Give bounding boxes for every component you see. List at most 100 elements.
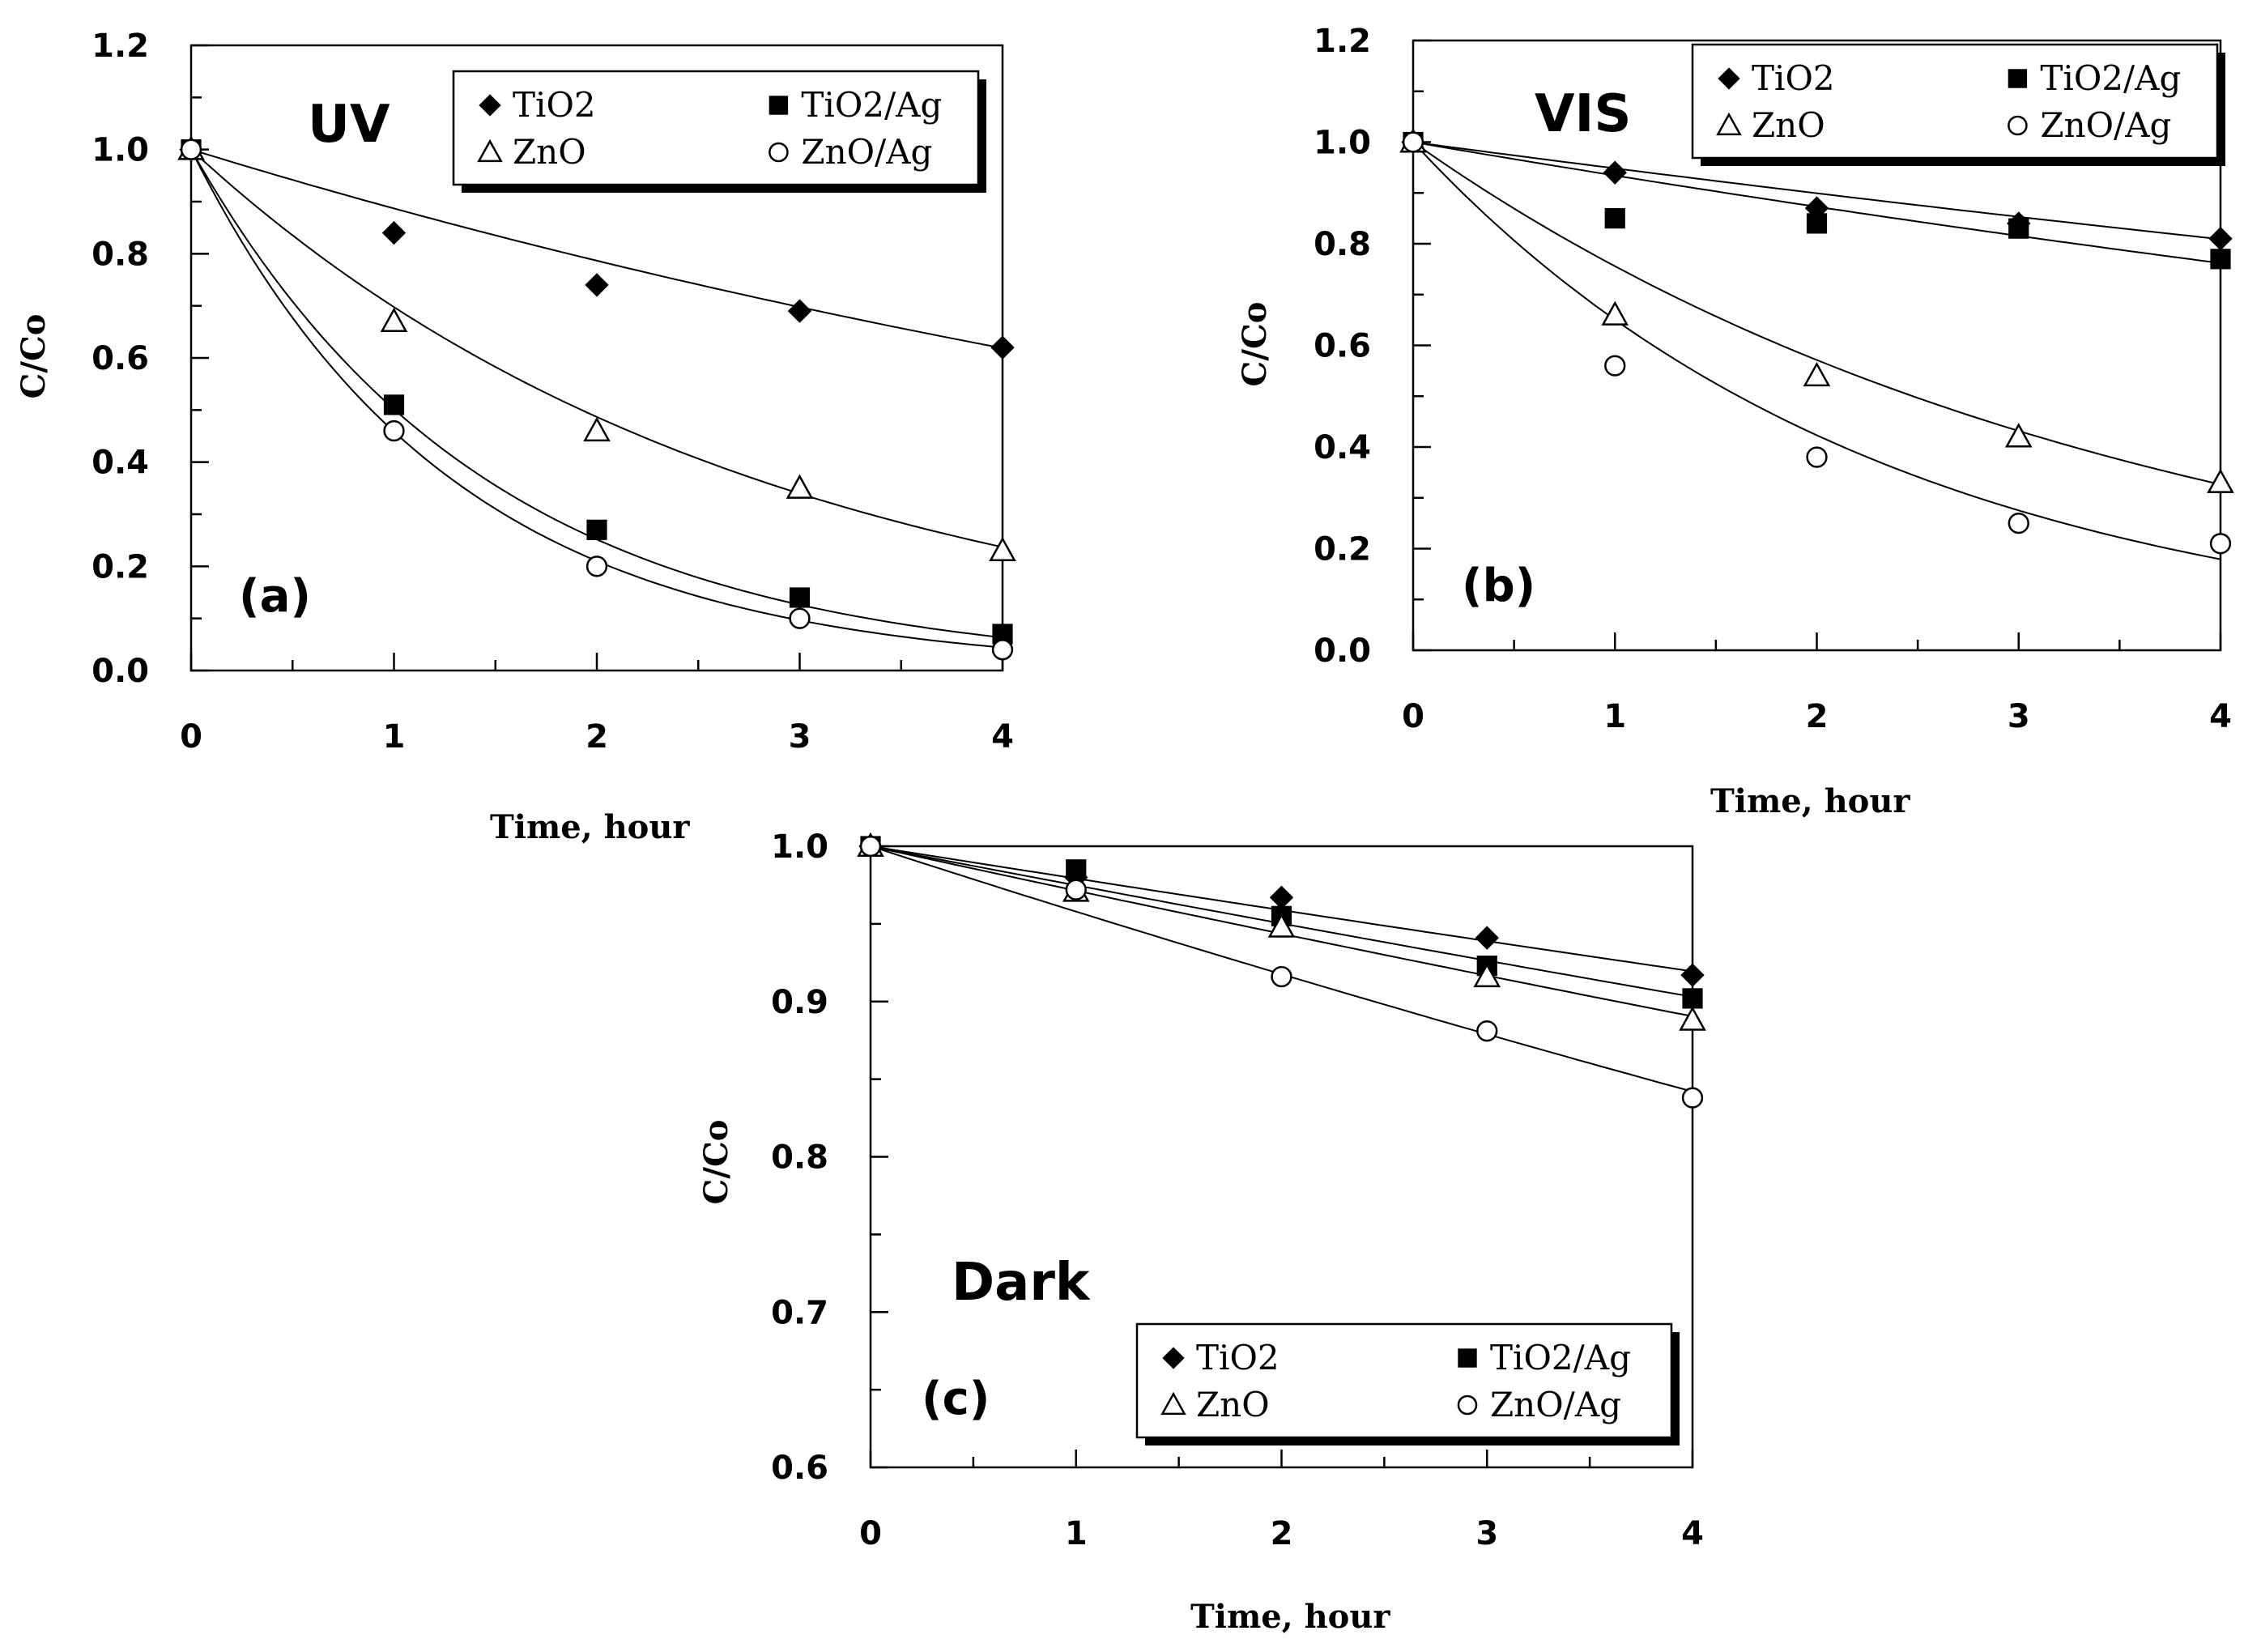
- legend-marker-diamond: [1162, 1347, 1185, 1369]
- fit-line-zno: [1412, 141, 2221, 486]
- y-tick-label: 1.0: [771, 828, 828, 866]
- data-point-circle: [1476, 1020, 1498, 1042]
- data-point-circle: [1065, 879, 1087, 901]
- y-tick-label: 0.6: [771, 1450, 828, 1487]
- data-point-diamond: [1475, 926, 1499, 950]
- data-point-triangle: [1473, 962, 1501, 988]
- data-point-diamond: [1804, 196, 1829, 220]
- x-tick-label: 4: [1681, 1515, 1704, 1552]
- fit-line-zno: [190, 148, 1003, 548]
- x-tick-label: 3: [1475, 1515, 1498, 1552]
- legend-marker-diamond: [479, 94, 501, 117]
- data-point-circle: [859, 835, 882, 858]
- legend-label: ZnO/Ag: [801, 132, 932, 172]
- x-axis-label: Time, hour: [1190, 1598, 1390, 1636]
- legend-label: ZnO: [1752, 105, 1825, 145]
- y-tick-label: 0.4: [92, 445, 149, 482]
- x-tick-label: 4: [2209, 698, 2232, 735]
- legend: TiO2 TiO2/Ag ZnO ZnO/Ag: [452, 70, 986, 193]
- y-axis-label: C/Co: [1236, 302, 1274, 387]
- legend-marker-triangle: [1716, 112, 1742, 136]
- data-point-triangle: [2207, 468, 2234, 493]
- chart-title: VIS: [1535, 84, 1631, 144]
- y-tick-label: 0.0: [92, 653, 149, 690]
- data-point-square: [1682, 988, 1703, 1009]
- y-tick-label: 0.4: [1314, 429, 1371, 466]
- data-point-diamond: [1269, 885, 1294, 909]
- legend-marker-triangle: [1160, 1391, 1186, 1416]
- y-tick-label: 0.8: [771, 1139, 828, 1177]
- y-tick-label: 0.6: [92, 340, 149, 377]
- legend-label: TiO2: [1196, 1338, 1280, 1377]
- x-tick-label: 2: [1271, 1515, 1293, 1552]
- legend-label: TiO2/Ag: [2040, 58, 2181, 98]
- data-point-circle: [383, 419, 405, 442]
- data-point-diamond: [2208, 227, 2233, 251]
- legend-marker-square: [2008, 69, 2028, 88]
- data-point-circle: [789, 607, 811, 629]
- x-tick-label: 0: [180, 718, 202, 756]
- y-tick-label: 1.0: [92, 132, 149, 169]
- fit-line-tio2: [190, 148, 1003, 349]
- panel-label: (a): [239, 570, 311, 623]
- x-axis-label: Time, hour: [490, 808, 690, 846]
- data-point-diamond: [1603, 160, 1627, 185]
- chart-panel-1: 0 1 2 3 4 0.0 0.2 0.4 0.6 0.8 1.0 1.2 Time, hour C/Co…: [1236, 23, 2234, 820]
- legend-label: TiO2/Ag: [801, 85, 942, 125]
- data-point-circle: [991, 639, 1014, 661]
- legend-marker-circle: [769, 142, 789, 163]
- data-point-square: [383, 394, 405, 415]
- data-point-circle: [1681, 1087, 1704, 1109]
- data-point-diamond: [381, 220, 407, 245]
- panel-label: (c): [922, 1373, 990, 1425]
- x-tick-label: 0: [859, 1515, 882, 1552]
- data-point-diamond: [585, 273, 609, 297]
- legend-label: ZnO: [1196, 1385, 1270, 1424]
- data-point-circle: [1604, 355, 1626, 377]
- x-tick-label: 0: [1402, 698, 1424, 735]
- x-tick-label: 3: [789, 718, 811, 756]
- y-tick-label: 0.2: [92, 548, 149, 585]
- y-tick-label: 0.8: [92, 236, 149, 273]
- legend-marker-triangle: [477, 138, 503, 163]
- data-point-circle: [1806, 446, 1828, 468]
- y-tick-label: 0.0: [1314, 632, 1371, 670]
- data-point-square: [1604, 208, 1625, 229]
- x-tick-label: 1: [383, 718, 406, 756]
- legend-label: ZnO: [513, 132, 586, 172]
- data-point-diamond: [990, 335, 1015, 360]
- legend-label: TiO2/Ag: [1490, 1338, 1631, 1377]
- y-axis-label: C/Co: [697, 1120, 735, 1205]
- y-tick-label: 0.2: [1314, 531, 1371, 568]
- series-zno-ag: [859, 835, 1704, 1109]
- data-point-diamond: [787, 299, 812, 323]
- legend-label: TiO2: [513, 85, 596, 125]
- panel-label: (b): [1462, 560, 1535, 612]
- data-point-circle: [180, 138, 202, 160]
- y-tick-label: 0.9: [771, 984, 828, 1021]
- legend-label: TiO2: [1752, 58, 1835, 98]
- data-point-triangle: [1803, 361, 1831, 387]
- data-point-diamond: [1680, 963, 1705, 987]
- x-axis-label: Time, hour: [1710, 782, 1910, 820]
- chart-title: Dark: [952, 1253, 1091, 1313]
- data-point-square: [586, 519, 607, 540]
- chart-title: UV: [308, 95, 390, 155]
- legend-box: [452, 70, 980, 186]
- legend-label: ZnO/Ag: [1490, 1385, 1621, 1424]
- x-tick-label: 1: [1603, 698, 1626, 735]
- data-point-triangle: [1679, 1006, 1706, 1031]
- data-point-circle: [2008, 512, 2029, 534]
- legend: TiO2 TiO2/Ag ZnO ZnO/Ag: [1691, 43, 2225, 166]
- legend-label: ZnO/Ag: [2040, 105, 2171, 145]
- series-zno: [177, 135, 1016, 562]
- y-tick-label: 0.7: [771, 1294, 828, 1331]
- y-tick-label: 1.0: [1314, 125, 1371, 162]
- data-point-triangle: [583, 416, 611, 442]
- data-point-circle: [1271, 965, 1292, 988]
- x-tick-label: 4: [991, 718, 1014, 756]
- y-tick-label: 0.6: [1314, 328, 1371, 365]
- data-point-circle: [2209, 533, 2232, 555]
- y-tick-label: 1.2: [1314, 23, 1371, 60]
